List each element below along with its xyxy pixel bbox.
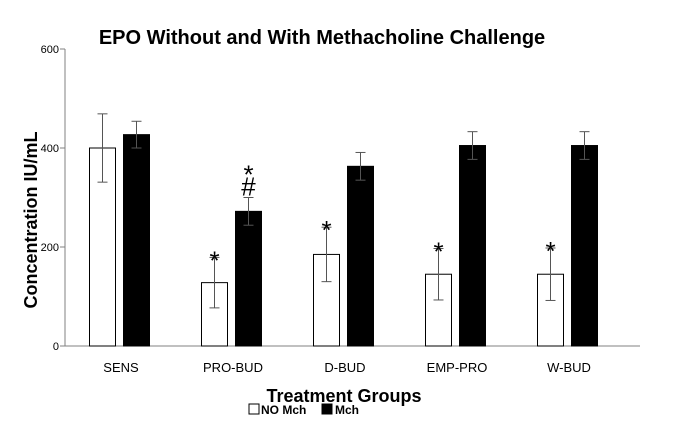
bar-mch [571,145,598,347]
legend-swatch-mch [321,403,333,415]
legend-label-no-mch: NO Mch [261,403,306,417]
significance-asterisk: * [209,245,219,275]
legend-label-mch: Mch [335,403,359,417]
x-tick-label: PRO-BUD [203,360,263,375]
bar-no-mch [89,147,116,347]
y-axis-label: Concentration IU/mL [21,131,41,308]
legend-swatch-no-mch [248,403,260,415]
x-tick-labels: SENS PRO-BUD D-BUD EMP-PRO W-BUD [103,360,591,375]
x-axis-label: Treatment Groups [266,386,421,406]
significance-markers: *#*** * [209,160,555,276]
x-tick-label: D-BUD [324,360,365,375]
significance-asterisk: * [545,236,555,266]
bar-mch [347,165,374,347]
bars [89,134,598,347]
x-tick-label: SENS [103,360,139,375]
significance-asterisk: * [433,236,443,266]
bar-mch [123,134,150,347]
y-tick-label: 200 [41,242,59,254]
y-tick-label: 0 [53,341,59,353]
significance-asterisk: * [243,160,253,190]
chart-title: EPO Without and With Methacholine Challe… [99,27,545,49]
bar-mch [459,145,486,347]
significance-asterisk: * [321,215,331,245]
error-bars [97,113,590,309]
bar-mch [235,210,262,347]
bar-no-mch [201,282,228,347]
significance-hash: # [241,172,256,202]
x-tick-label: W-BUD [547,360,591,375]
x-tick-label: EMP-PRO [427,360,488,375]
y-tick-label: 600 [41,44,59,56]
legend: NO Mch Mch [248,403,359,417]
y-tick-label: 400 [41,143,59,155]
